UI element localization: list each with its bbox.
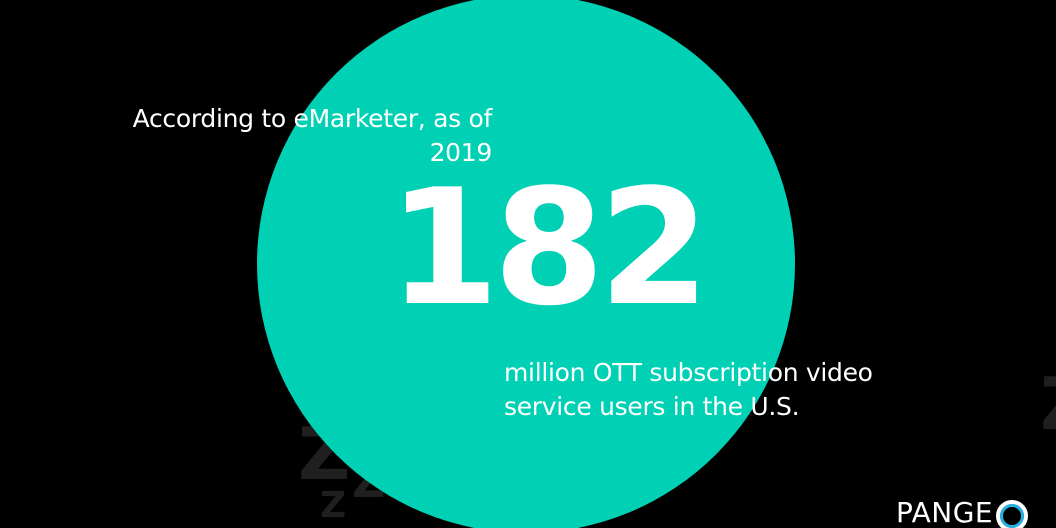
brand-name: PANGE: [896, 496, 994, 528]
headline-number: 182: [388, 154, 710, 341]
caption-text: million OTT subscription video service u…: [504, 358, 873, 421]
o-ring-icon: [996, 500, 1029, 528]
decorative-z-icon: Z: [1040, 368, 1056, 440]
highlight-circle: [257, 0, 795, 528]
intro-text: According to eMarketer, as of 2019: [132, 104, 493, 167]
decorative-z-icon: Z: [320, 485, 347, 526]
brand-logo: PANGE: [896, 496, 1029, 528]
